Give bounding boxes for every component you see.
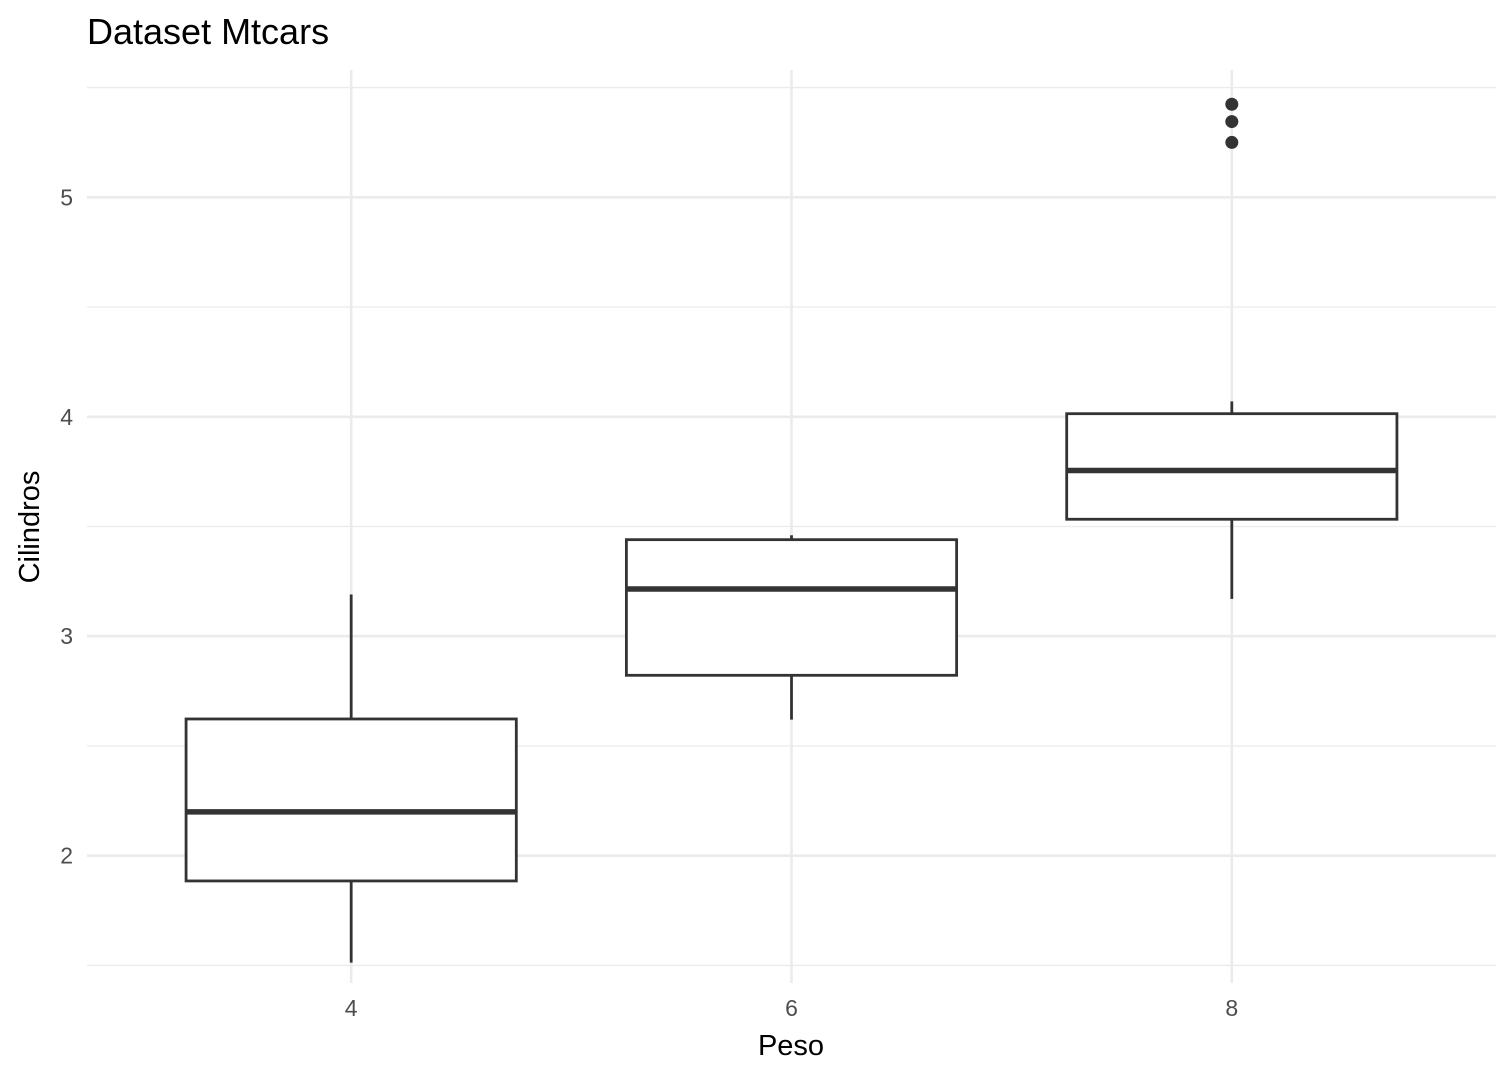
y-tick-label: 2 <box>60 843 73 869</box>
y-tick-label: 5 <box>60 184 73 210</box>
outlier-point <box>1225 135 1239 149</box>
x-axis-ticks: 4 6 8 <box>345 995 1238 1021</box>
y-tick-label: 3 <box>60 623 73 649</box>
y-axis-ticks: 2 3 4 5 <box>60 184 73 868</box>
x-tick-label: 6 <box>785 995 798 1021</box>
box <box>184 717 518 883</box>
box-group <box>184 594 518 963</box>
x-axis-title: Peso <box>758 1030 824 1062</box>
outlier-point <box>1225 115 1239 129</box>
y-axis-title: Cilindros <box>14 471 46 584</box>
x-tick-label: 8 <box>1225 995 1238 1021</box>
boxes <box>184 97 1399 963</box>
box-group <box>1065 97 1399 599</box>
chart-title: Dataset Mtcars <box>87 11 329 52</box>
box <box>624 538 959 677</box>
outlier-point <box>1225 97 1239 111</box>
box-group <box>624 535 959 720</box>
y-tick-label: 4 <box>60 404 73 430</box>
box <box>1065 412 1399 521</box>
x-tick-label: 4 <box>345 995 358 1021</box>
